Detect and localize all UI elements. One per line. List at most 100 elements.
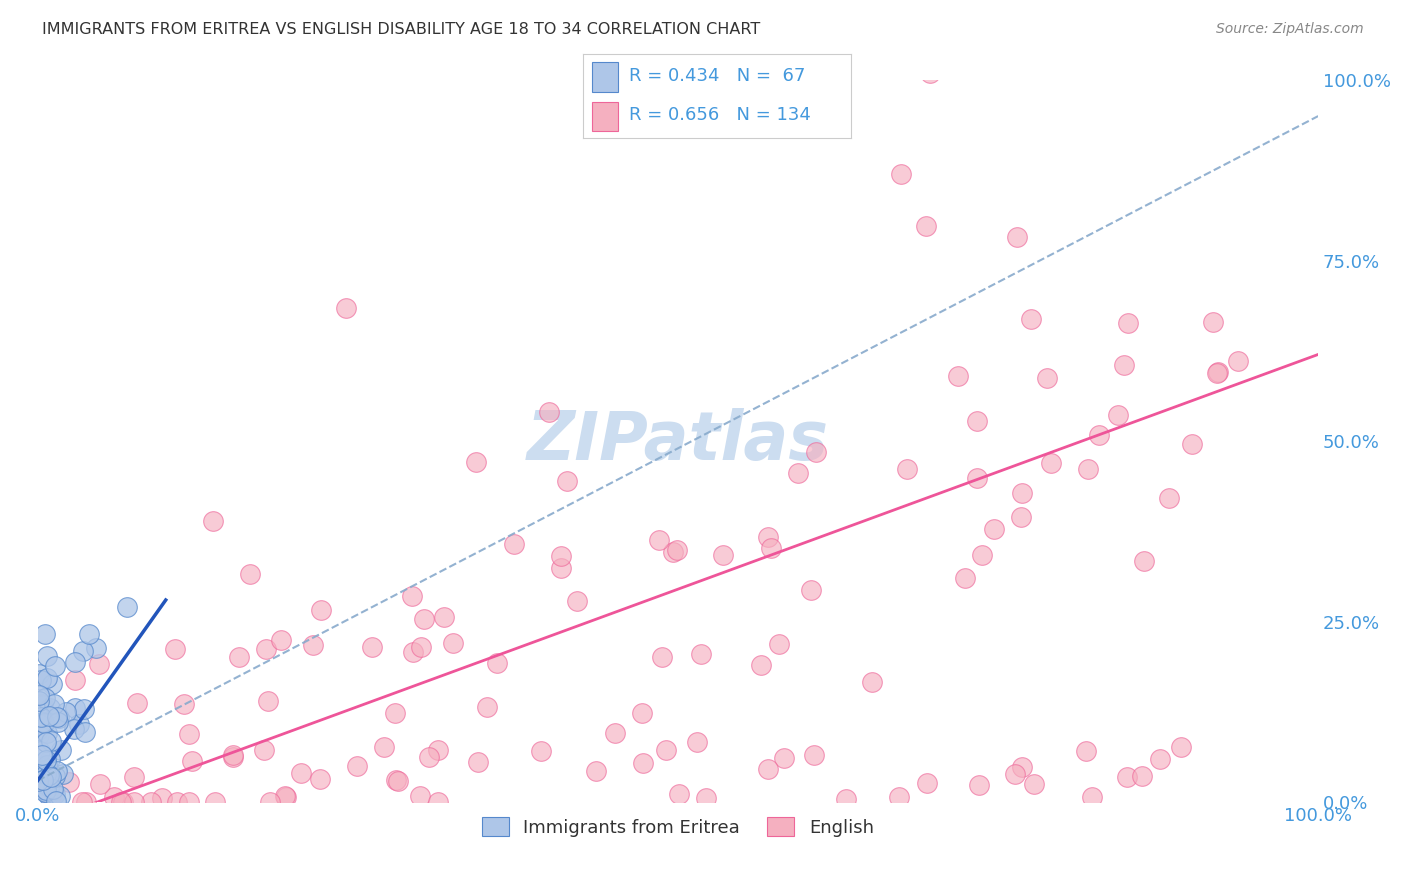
Point [651, 649, 673, 664]
Point [72, 643, 94, 657]
Point [34, 691, 56, 706]
Point [401, 589, 423, 603]
Point [648, 533, 671, 547]
Text: R = 0.656   N = 134: R = 0.656 N = 134 [628, 106, 811, 124]
Point [86, 640, 108, 655]
Point [538, 405, 561, 419]
Point [274, 789, 297, 804]
Point [966, 414, 988, 428]
Point [1011, 486, 1033, 500]
Point [37, 788, 59, 802]
Text: ZIPatlas: ZIPatlas [527, 409, 830, 475]
Point [555, 475, 578, 489]
Point [1181, 437, 1204, 451]
Point [503, 536, 526, 550]
Point [860, 675, 883, 690]
Point [110, 795, 132, 809]
Point [30, 709, 52, 723]
Point [63, 701, 86, 715]
Point [550, 561, 572, 575]
Point [122, 795, 145, 809]
Point [1004, 766, 1026, 780]
Point [633, 756, 655, 771]
Point [44, 769, 66, 783]
Point [34, 785, 56, 799]
Point [1107, 408, 1129, 422]
Point [835, 792, 858, 806]
Point [1149, 752, 1171, 766]
Point [30, 698, 52, 712]
Point [787, 466, 810, 480]
Point [103, 790, 125, 805]
Point [35, 671, 58, 685]
Point [896, 462, 918, 476]
Point [180, 755, 202, 769]
Point [665, 542, 688, 557]
Point [41, 677, 63, 691]
Text: IMMIGRANTS FROM ERITREA VS ENGLISH DISABILITY AGE 18 TO 34 CORRELATION CHART: IMMIGRANTS FROM ERITREA VS ENGLISH DISAB… [42, 22, 761, 37]
Point [983, 523, 1005, 537]
Point [38, 709, 60, 723]
Point [1036, 370, 1059, 384]
Point [166, 795, 188, 809]
Point [75, 795, 97, 809]
Point [1011, 759, 1033, 773]
Point [1077, 462, 1099, 476]
Point [124, 770, 146, 784]
Point [38, 768, 60, 782]
Point [141, 795, 163, 809]
Point [662, 545, 685, 559]
Point [179, 795, 201, 809]
Point [385, 772, 408, 787]
Point [804, 445, 827, 459]
Bar [592, 102, 619, 131]
Point [48, 715, 70, 730]
Point [37, 726, 59, 740]
Point [530, 743, 553, 757]
Point [41, 786, 63, 800]
Point [1118, 316, 1140, 330]
Point [426, 743, 449, 757]
Point [44, 787, 66, 801]
Point [1022, 777, 1045, 791]
Point [31, 759, 53, 773]
Point [1019, 312, 1042, 326]
Point [70, 795, 93, 809]
Point [49, 743, 72, 757]
Point [1201, 315, 1223, 329]
Point [254, 642, 277, 657]
Point [35, 767, 58, 781]
Point [966, 471, 988, 485]
Point [28, 666, 51, 681]
Point [150, 791, 173, 805]
Point [75, 724, 97, 739]
Point [749, 657, 772, 672]
Point [711, 548, 734, 562]
Point [38, 701, 60, 715]
Point [418, 749, 440, 764]
Point [605, 725, 627, 739]
Point [1115, 770, 1137, 784]
Point [758, 530, 780, 544]
Point [39, 789, 62, 804]
Point [44, 698, 66, 712]
Point [630, 706, 652, 721]
Point [27, 774, 49, 789]
Point [31, 778, 53, 792]
Point [889, 789, 911, 804]
Point [433, 609, 456, 624]
Point [39, 734, 62, 748]
Point [346, 758, 368, 772]
Point [918, 66, 941, 80]
Point [35, 735, 58, 749]
Point [486, 656, 509, 670]
Point [384, 706, 406, 721]
Point [38, 752, 60, 766]
Point [290, 766, 312, 780]
Point [309, 772, 332, 786]
Point [273, 789, 295, 804]
Point [411, 640, 433, 654]
Point [28, 728, 51, 742]
Point [41, 770, 63, 784]
Point [585, 764, 607, 778]
